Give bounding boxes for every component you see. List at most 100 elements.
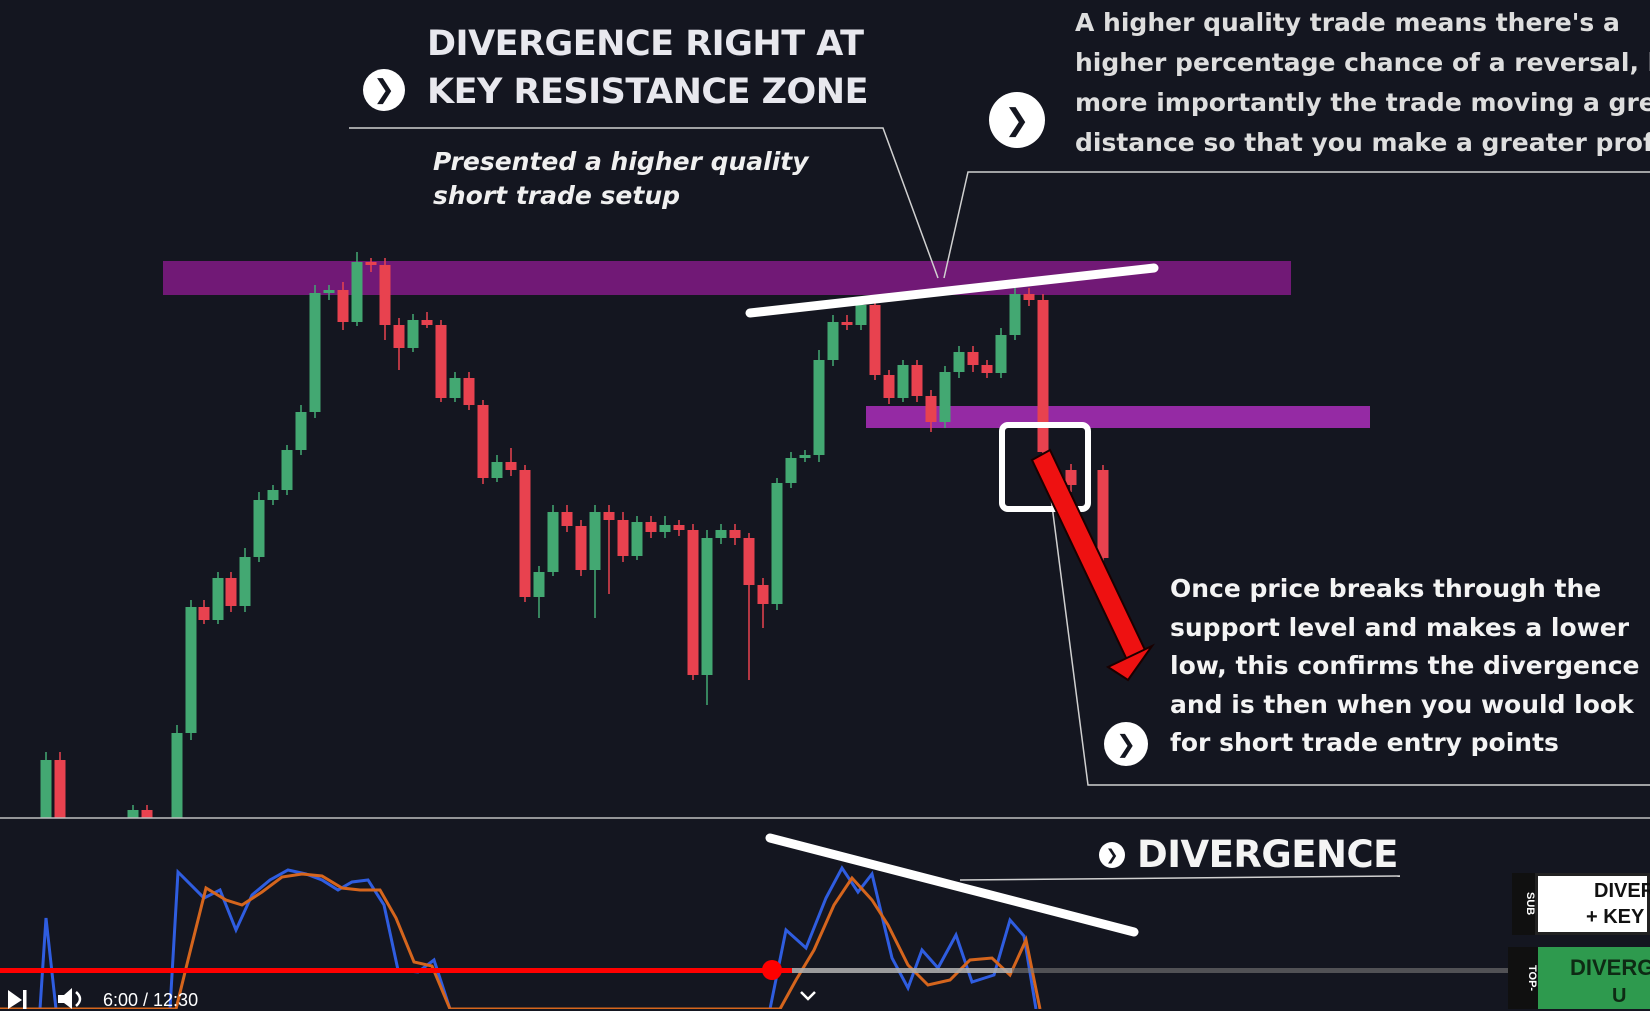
candle-body xyxy=(295,412,307,450)
candle-body xyxy=(771,483,783,604)
candle-body xyxy=(659,525,671,532)
candle-body xyxy=(533,572,545,597)
text-line: support level and makes a lower xyxy=(1170,612,1630,642)
candle-body xyxy=(967,352,979,365)
oscillator-fast-line xyxy=(0,865,1038,1009)
candle-body xyxy=(855,305,867,325)
end-card-subtitle: U xyxy=(1612,985,1627,1007)
candle-body xyxy=(575,526,587,570)
candle-body xyxy=(939,372,951,422)
title-line-1: DIVERGENCE RIGHT AT xyxy=(427,24,864,64)
oscillator-slow-line xyxy=(0,872,1042,1009)
arrow-circle-icon: ❯ xyxy=(989,92,1045,148)
candle-body xyxy=(785,458,797,483)
candle-body xyxy=(40,760,52,818)
candle-body xyxy=(491,462,503,478)
candle-body xyxy=(351,262,363,322)
callout-line-right xyxy=(943,171,1650,279)
progress-played xyxy=(0,968,792,973)
candle-body xyxy=(701,538,713,675)
candle-body xyxy=(911,365,923,396)
candle-body xyxy=(198,607,210,620)
annotation-subtitle: Presented a higher quality short trade s… xyxy=(433,145,809,213)
candle-body xyxy=(281,450,293,490)
candle-body xyxy=(827,322,839,360)
end-card-badge: SUB xyxy=(1512,873,1536,935)
candle-body xyxy=(393,325,405,348)
text-line: low, this confirms the divergence xyxy=(1170,651,1640,680)
candle-body xyxy=(421,320,433,325)
candle-body xyxy=(365,262,377,265)
candle-body xyxy=(1023,294,1035,300)
progress-buffered xyxy=(772,968,1012,973)
end-card-title: DIVER xyxy=(1594,880,1650,902)
subtitle-line-1: Presented a higher quality xyxy=(433,147,809,176)
candle-body xyxy=(897,365,909,398)
volume-icon[interactable] xyxy=(58,988,82,1009)
text-line: distance so that you make a greater prof… xyxy=(1075,128,1650,157)
candle-body xyxy=(603,512,615,520)
candle-body xyxy=(883,375,895,398)
candle-body xyxy=(141,810,153,818)
candle-body xyxy=(841,322,853,325)
candle-body xyxy=(267,490,279,500)
candle-body xyxy=(54,760,66,818)
candle-body xyxy=(309,293,321,412)
text-line: higher percentage chance of a reversal, … xyxy=(1075,48,1650,77)
candle-body xyxy=(225,578,237,606)
text-line: and is then when you would look xyxy=(1170,689,1634,719)
subtitle-line-2: short trade setup xyxy=(433,181,681,210)
candle-body xyxy=(995,335,1007,373)
down-arrow xyxy=(1030,448,1156,682)
progress-scrubber[interactable] xyxy=(762,960,782,980)
candle-body xyxy=(561,512,573,526)
callout-line-left xyxy=(349,127,939,279)
annotation-top-paragraph: A higher quality trade means there's a h… xyxy=(1075,3,1650,163)
candle-body xyxy=(239,557,251,606)
candle-body xyxy=(757,585,769,604)
candle-body xyxy=(645,522,657,532)
candle-body xyxy=(953,352,965,372)
candle-body xyxy=(1009,294,1021,335)
candle-body xyxy=(869,305,881,375)
title-line-2: KEY RESISTANCE ZONE xyxy=(427,72,869,112)
next-icon[interactable] xyxy=(8,990,27,1009)
candlesticks xyxy=(40,252,1109,818)
candle-body xyxy=(589,512,601,570)
candle-body xyxy=(743,538,755,585)
candle-body xyxy=(519,470,531,597)
candle-body xyxy=(435,325,447,398)
callout-line-bottom xyxy=(1049,489,1650,786)
candle-body xyxy=(925,396,937,422)
end-card-subtitle: + KEY xyxy=(1586,906,1645,928)
text-line: more importantly the trade moving a grea… xyxy=(1075,88,1650,117)
candle-body xyxy=(407,320,419,348)
candle-body xyxy=(171,733,183,818)
arrow-circle-icon: ❯ xyxy=(1104,722,1148,766)
time-display: 6:00 / 12:30 xyxy=(103,990,199,1010)
annotation-title: DIVERGENCE RIGHT AT KEY RESISTANCE ZONE xyxy=(427,20,869,116)
candle-body xyxy=(477,405,489,478)
divergence-label: DIVERGENCE xyxy=(1137,833,1398,876)
arrow-circle-icon: ❯ xyxy=(1099,842,1125,868)
oscillator-panel xyxy=(0,865,1042,1009)
candle-body xyxy=(253,500,265,557)
candle-body xyxy=(185,607,197,733)
annotation-bottom-paragraph: Once price breaks through the support le… xyxy=(1170,570,1650,763)
price-trendline xyxy=(745,263,1159,318)
candle-body xyxy=(127,810,139,818)
candle-body xyxy=(729,530,741,538)
candle-body xyxy=(449,378,461,398)
candle-body xyxy=(1037,300,1049,452)
text-line: for short trade entry points xyxy=(1170,728,1559,757)
oscillator-trendline xyxy=(765,833,1139,937)
candle-body xyxy=(547,512,559,572)
candle-body xyxy=(1065,470,1077,485)
text-line: A higher quality trade means there's a xyxy=(1075,8,1620,37)
chevron-down-icon[interactable] xyxy=(800,991,816,1001)
end-card-video-1[interactable]: DIVER + KEY xyxy=(1535,873,1650,935)
candle-body xyxy=(981,365,993,373)
end-card-title: DIVERG xyxy=(1570,955,1650,980)
candle-body xyxy=(617,520,629,556)
